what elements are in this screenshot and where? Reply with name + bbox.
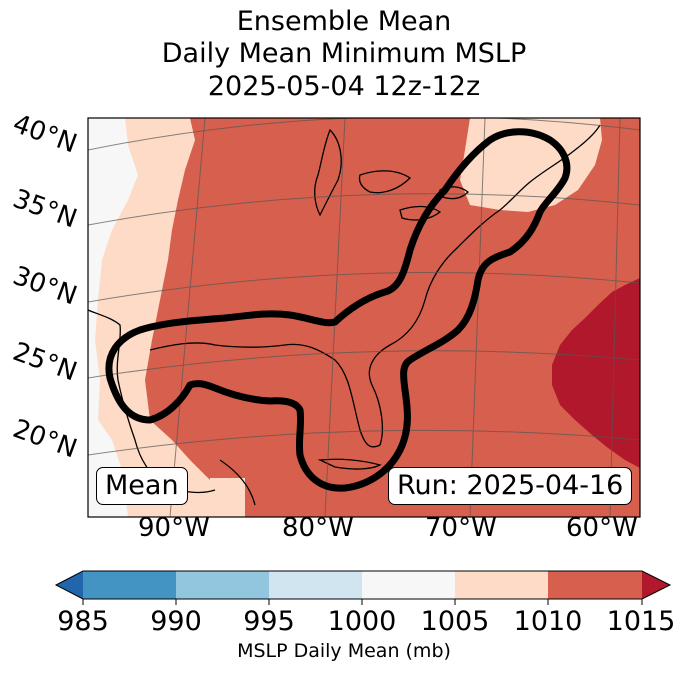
colorbar-tick-1015: 1015 xyxy=(606,606,676,637)
colorbar-tick-1010: 1010 xyxy=(513,606,583,637)
colorbar-label: MSLP Daily Mean (mb) xyxy=(237,640,451,662)
ensemble-mean-contour xyxy=(105,128,571,492)
colorbar-segment-1000-1005 xyxy=(362,571,455,599)
lon-label-70w: 70°W xyxy=(425,513,497,543)
run-date-label-box: Run: 2025-04-16 xyxy=(388,467,633,505)
lon-label-90w: 90°W xyxy=(138,513,210,543)
pressure-band-1005-1010-southwest xyxy=(210,478,245,517)
pressure-band-1005-1010-northeast xyxy=(460,118,602,212)
colorbar-tick-1000: 1000 xyxy=(327,606,397,637)
title-line-3: 2025-05-04 12z-12z xyxy=(207,71,481,102)
lon-label-60w: 60°W xyxy=(566,513,638,543)
colorbar xyxy=(54,570,672,605)
colorbar-segment-1010-1015 xyxy=(548,571,642,599)
colorbar-segment-995-1000 xyxy=(269,571,362,599)
map-frame xyxy=(87,117,641,518)
pressure-band-1000-1005-west xyxy=(88,118,138,517)
colorbar-tick-995: 995 xyxy=(243,606,295,637)
colorbar-tick-1005: 1005 xyxy=(420,606,490,637)
colorbar-segment-1005-1010 xyxy=(455,571,548,599)
colorbar-extend-low xyxy=(56,571,83,599)
map-field xyxy=(88,118,640,517)
title-line-1: Ensemble Mean xyxy=(236,6,452,37)
gridlines xyxy=(88,118,640,517)
pressure-band-above-1015-east xyxy=(552,278,640,468)
mean-label-box: Mean xyxy=(96,467,188,505)
colorbar-tick-990: 990 xyxy=(150,606,202,637)
pressure-band-1005-1010-west xyxy=(88,118,240,517)
colorbar-extend-high xyxy=(642,571,670,599)
lon-label-80w: 80°W xyxy=(282,513,354,543)
colorbar-segment-990-995 xyxy=(176,571,269,599)
colorbar-tick-985: 985 xyxy=(57,606,109,637)
title-line-2: Daily Mean Minimum MSLP xyxy=(161,38,527,69)
colorbar-segment-985-990 xyxy=(83,571,176,599)
